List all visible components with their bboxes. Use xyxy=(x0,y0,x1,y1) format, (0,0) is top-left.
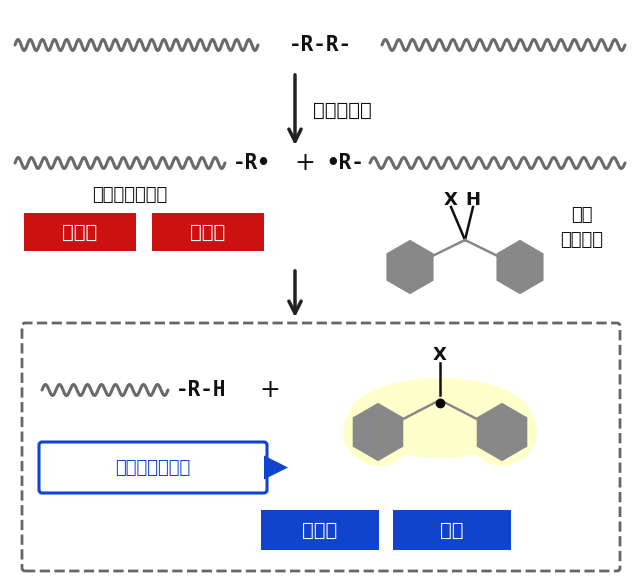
FancyBboxPatch shape xyxy=(393,510,511,550)
FancyBboxPatch shape xyxy=(24,213,136,251)
Text: X: X xyxy=(444,191,458,209)
Text: 多角的評価可能: 多角的評価可能 xyxy=(115,459,191,477)
Polygon shape xyxy=(354,404,403,460)
Ellipse shape xyxy=(467,398,537,466)
Text: 蛍光性: 蛍光性 xyxy=(302,520,338,540)
FancyBboxPatch shape xyxy=(261,510,379,550)
FancyBboxPatch shape xyxy=(39,442,267,493)
Text: 安定: 安定 xyxy=(440,520,464,540)
FancyBboxPatch shape xyxy=(22,323,620,571)
Text: 超微量: 超微量 xyxy=(62,222,98,242)
Text: メカノラジカル: メカノラジカル xyxy=(92,186,168,204)
Text: -R•: -R• xyxy=(233,153,271,173)
Text: 力学的刺激: 力学的刺激 xyxy=(313,101,372,119)
FancyBboxPatch shape xyxy=(152,213,264,251)
Text: -R-R-: -R-R- xyxy=(289,35,351,55)
Ellipse shape xyxy=(343,398,413,466)
Text: 分子: 分子 xyxy=(572,206,593,224)
Text: +: + xyxy=(260,378,280,402)
Polygon shape xyxy=(264,456,288,480)
Polygon shape xyxy=(497,241,543,293)
Polygon shape xyxy=(387,241,433,293)
Ellipse shape xyxy=(348,378,532,458)
Text: +: + xyxy=(294,151,316,175)
Text: H: H xyxy=(465,191,481,209)
Text: X: X xyxy=(433,346,447,364)
Text: 不安定: 不安定 xyxy=(190,222,226,242)
Text: プローブ: プローブ xyxy=(561,231,604,249)
Polygon shape xyxy=(477,404,526,460)
Text: -R-H: -R-H xyxy=(176,380,227,400)
Text: •R-: •R- xyxy=(326,153,364,173)
